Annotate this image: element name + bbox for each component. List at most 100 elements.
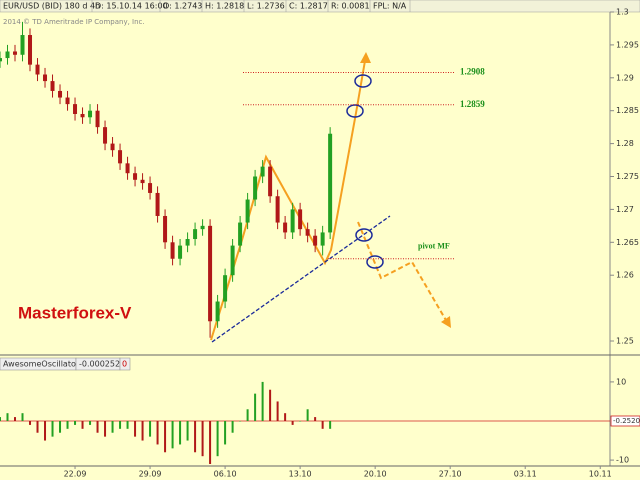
- info-field: FPL: N/A: [373, 2, 407, 11]
- candle-body: [290, 209, 295, 233]
- candle-body: [320, 232, 325, 246]
- candle-body: [193, 229, 198, 240]
- osc-bar: [239, 421, 242, 422]
- candle-body: [178, 245, 183, 259]
- osc-bar: [111, 421, 114, 433]
- level-label: 1.2859: [460, 99, 485, 109]
- candle-body: [200, 225, 205, 230]
- circle-marker: [346, 104, 364, 118]
- info-field: O: 1.2743: [163, 2, 202, 11]
- y-tick-label: 1.275: [616, 172, 639, 181]
- candle-body: [13, 51, 18, 55]
- candle-body: [223, 275, 228, 302]
- osc-bar: [104, 421, 107, 437]
- osc-bar: [14, 417, 17, 421]
- osc-bar: [89, 421, 92, 425]
- candle-body: [103, 127, 108, 144]
- osc-bar: [231, 421, 234, 433]
- x-tick-label: 10.11: [589, 470, 612, 479]
- osc-bar: [96, 421, 99, 433]
- candle-body: [133, 173, 138, 180]
- y-tick-label: 1.28: [616, 139, 634, 148]
- candle-body: [155, 192, 160, 216]
- osc-bar: [254, 393, 257, 421]
- candle-body: [80, 113, 85, 118]
- osc-bar: [276, 401, 279, 421]
- info-field: L: 1.2736: [247, 2, 285, 11]
- candle-body: [58, 90, 63, 98]
- circle-marker: [366, 255, 384, 269]
- candle-body: [125, 163, 130, 174]
- osc-bar: [0, 417, 1, 421]
- x-tick-label: 13.10: [289, 470, 312, 479]
- pivot-label: pivot MF: [418, 242, 450, 251]
- level-label: 1.2908: [460, 67, 485, 77]
- osc-bar: [51, 421, 54, 437]
- osc-bar: [141, 421, 144, 441]
- candle-body: [140, 179, 145, 184]
- osc-bar: [269, 389, 272, 421]
- candle-body: [65, 97, 70, 105]
- x-tick-label: 22.09: [64, 470, 87, 479]
- candle-body: [275, 196, 280, 223]
- candle-body: [28, 35, 33, 65]
- y-tick-label: 1.3: [616, 8, 629, 17]
- watermark: Masterforex-V: [18, 303, 132, 322]
- candle-body: [20, 35, 25, 55]
- osc-bar: [299, 421, 302, 422]
- candle-body: [5, 51, 10, 59]
- candle-body: [50, 81, 55, 91]
- arrow-head: [441, 316, 451, 328]
- arrow-head: [360, 52, 371, 63]
- candle-body: [148, 183, 153, 193]
- candle-body: [43, 74, 48, 82]
- copyright: 2014 © TD Ameritrade IP Company, Inc.: [3, 18, 145, 26]
- candle-body: [305, 229, 310, 236]
- candle-body: [118, 150, 123, 164]
- current-value: -0.2520: [613, 417, 640, 425]
- osc-value: -0.0002521: [79, 360, 125, 369]
- x-tick-label: 27.10: [439, 470, 462, 479]
- y-tick-label: -10: [616, 456, 629, 465]
- candle-body: [313, 235, 318, 246]
- info-field: R: 0.0081: [331, 2, 370, 11]
- osc-bar: [306, 409, 309, 421]
- osc-bar: [329, 421, 332, 429]
- trend-line: [211, 215, 391, 343]
- osc-bar: [36, 421, 39, 433]
- osc-bar: [6, 413, 9, 421]
- osc-bar: [314, 417, 317, 421]
- y-tick-label: 1.295: [616, 40, 639, 49]
- circle-marker: [355, 228, 373, 242]
- candle-body: [185, 239, 190, 246]
- osc-flag-box: [119, 357, 131, 371]
- y-tick-label: 1.27: [616, 205, 634, 214]
- candle-body: [283, 222, 288, 233]
- osc-bar: [194, 421, 197, 453]
- osc-bar: [156, 421, 159, 445]
- info-field: EUR/USD (BID) 180 d 4h: [3, 2, 100, 11]
- y-tick-label: 1.26: [616, 271, 634, 280]
- candle-body: [163, 215, 168, 243]
- osc-bar: [201, 421, 204, 457]
- osc-bar: [74, 421, 77, 425]
- osc-bar: [224, 421, 227, 445]
- candle-body: [110, 143, 115, 151]
- candle-body: [260, 166, 265, 177]
- osc-bar: [179, 421, 182, 445]
- candle-body: [88, 110, 93, 118]
- info-field: H: 1.2818: [205, 2, 244, 11]
- osc-bar: [261, 381, 264, 421]
- osc-bar: [321, 421, 324, 429]
- info-field: D: 15.10.14 16:00: [95, 2, 168, 11]
- candle-body: [245, 199, 250, 223]
- y-tick-label: 1.285: [616, 106, 639, 115]
- x-tick-label: 06.10: [214, 470, 237, 479]
- candle-body: [238, 222, 243, 246]
- current-value-box: [610, 415, 640, 427]
- candle-body: [215, 301, 220, 322]
- osc-bar: [134, 421, 137, 437]
